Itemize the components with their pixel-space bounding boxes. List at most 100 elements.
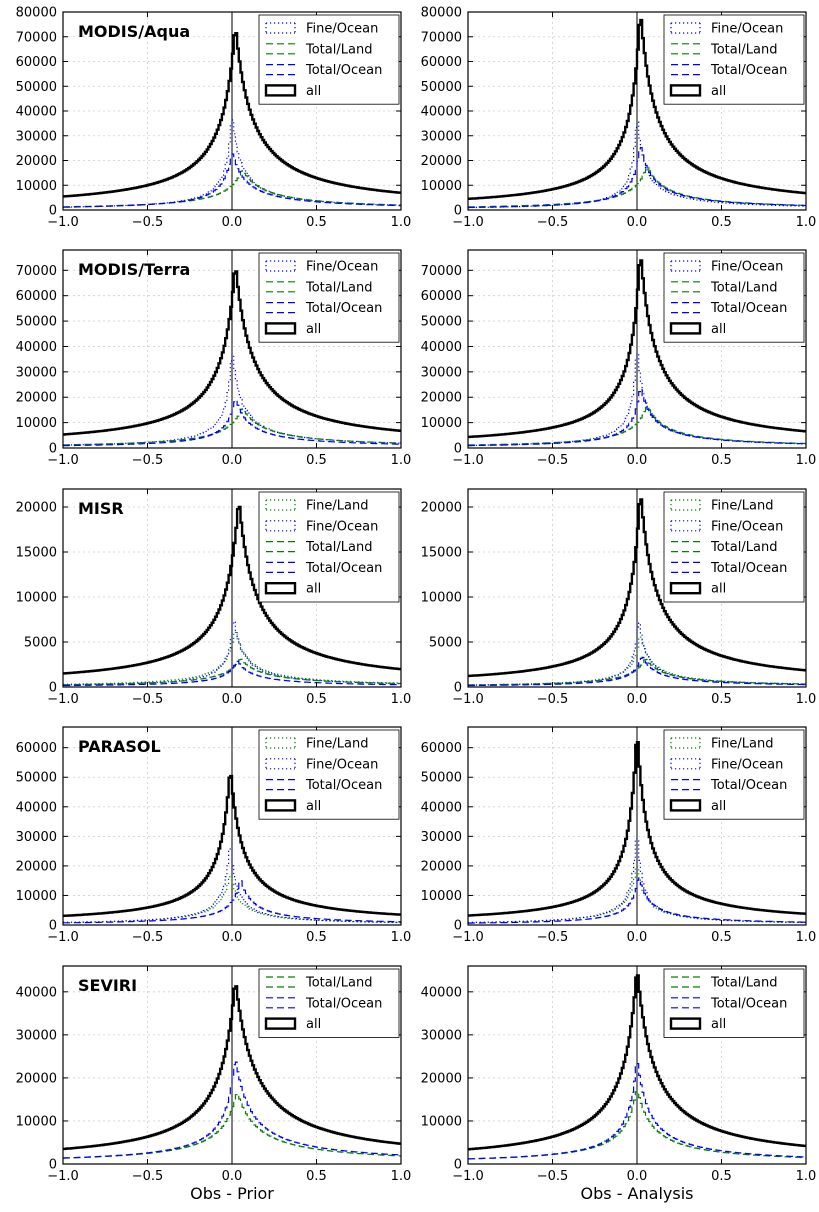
legend-label: Fine/Ocean [711, 519, 783, 534]
panel-title: MISR [78, 499, 124, 518]
series-line-all [63, 270, 401, 436]
legend-label: all [306, 322, 321, 337]
x-tick-label: 0.0 [222, 453, 243, 468]
x-tick-label: −0.5 [132, 930, 164, 945]
legend-label: Total/Land [305, 42, 372, 57]
x-axis-label-left: Obs - Prior [190, 1184, 274, 1203]
legend-swatch [671, 540, 700, 553]
panel-parasol-obs-analysis: −1.0 −0.5 0.0 0.5 1.0 0 10000 20000 30000 40000 50… [421, 726, 817, 945]
legend-swatch [266, 778, 295, 791]
y-tick-label: 30000 [16, 1028, 57, 1043]
legend-label: Fine/Land [306, 499, 368, 514]
legend-label: Total/Land [305, 540, 372, 555]
legend-swatch [266, 540, 295, 553]
y-tick-label: 60000 [16, 55, 57, 70]
x-tick-label: 0.5 [306, 930, 327, 945]
y-tick-label: 30000 [16, 365, 57, 380]
x-tick-label: 1.0 [796, 453, 817, 468]
y-tick-label: 30000 [421, 129, 462, 144]
legend: Fine/Ocean Total/Land Total/Ocean all [258, 252, 400, 343]
legend-label: Fine/Ocean [711, 22, 783, 37]
legend-label: all [306, 799, 321, 814]
legend-swatch [265, 520, 296, 532]
x-tick-label: −0.5 [132, 1169, 164, 1184]
y-tick-label: 70000 [16, 30, 57, 45]
legend-swatch [266, 63, 295, 76]
legend: Fine/Land Fine/Ocean Total/Land Total/Ocean… [258, 491, 400, 603]
panel-modis-aqua-obs-prior: −1.0 −0.5 0.0 0.5 1.0 0 10000 20000 30000 40000 50… [16, 6, 412, 231]
y-tick-label: 10000 [421, 889, 462, 904]
series-line-all [63, 505, 401, 675]
legend: Total/Land Total/Ocean all [258, 968, 400, 1038]
x-tick-label: −1.0 [452, 215, 484, 230]
legend-label: Total/Ocean [710, 63, 787, 78]
legend-label: all [711, 582, 726, 597]
legend-label: Total/Ocean [305, 561, 382, 576]
y-tick-label: 50000 [16, 80, 57, 95]
y-tick-label: 60000 [421, 289, 462, 304]
legend-swatch [264, 84, 297, 97]
x-tick-label: 0.0 [627, 692, 648, 707]
legend-label: Total/Ocean [305, 63, 382, 78]
legend-swatch [265, 737, 296, 749]
panel-seviri-obs-analysis: −1.0 −0.5 0.0 0.5 1.0 0 10000 20000 30000 40000 To… [421, 965, 817, 1184]
legend-label: Fine/Land [711, 737, 773, 752]
legend-swatch [670, 260, 701, 272]
legend-swatch [264, 1017, 297, 1030]
x-tick-label: −1.0 [47, 453, 79, 468]
x-tick-label: 1.0 [796, 930, 817, 945]
y-tick-label: 40000 [16, 800, 57, 815]
legend-label: Fine/Ocean [306, 757, 378, 772]
y-tick-label: 0 [49, 204, 57, 219]
panel-title: PARASOL [78, 737, 161, 756]
x-tick-label: 1.0 [796, 1169, 817, 1184]
legend-swatch [669, 582, 702, 595]
legend-label: Total/Ocean [305, 996, 382, 1011]
series-line-all [468, 974, 806, 1151]
x-tick-label: −0.5 [132, 215, 164, 230]
legend-swatch [264, 322, 297, 335]
x-tick-label: 1.0 [391, 930, 412, 945]
x-tick-label: −1.0 [452, 692, 484, 707]
legend-box [663, 968, 805, 1038]
legend-swatch [264, 582, 297, 595]
legend-swatch [265, 499, 296, 511]
x-tick-label: 1.0 [391, 1169, 412, 1184]
panel-modis-aqua-obs-analysis: −1.0 −0.5 0.0 0.5 1.0 0 10000 20000 30000 40000 50… [421, 6, 817, 231]
series-line-total-land [468, 658, 806, 686]
panel-misr-obs-prior: −1.0 −0.5 0.0 0.5 1.0 0 5000 10000 15000 20000 MIS… [16, 488, 411, 707]
y-tick-label: 20000 [16, 859, 57, 874]
y-tick-label: 20000 [421, 501, 462, 516]
y-tick-label: 20000 [16, 501, 57, 516]
panel-parasol-obs-prior: −1.0 −0.5 0.0 0.5 1.0 0 10000 20000 30000 40000 50… [16, 726, 412, 945]
y-tick-label: 40000 [16, 985, 57, 1000]
y-tick-label: 60000 [421, 55, 462, 70]
y-tick-label: 0 [49, 681, 57, 696]
legend-label: Total/Ocean [710, 778, 787, 793]
legend-box [258, 729, 400, 820]
x-tick-label: −1.0 [47, 692, 79, 707]
y-tick-label: 60000 [16, 741, 57, 756]
y-tick-label: 20000 [16, 1071, 57, 1086]
series-line-total-land [468, 1090, 806, 1160]
y-tick-label: 10000 [16, 1114, 57, 1129]
y-tick-label: 40000 [421, 800, 462, 815]
y-tick-label: 30000 [421, 1028, 462, 1043]
x-tick-label: 0.0 [627, 215, 648, 230]
legend-swatch [265, 22, 296, 34]
legend-box [258, 14, 400, 105]
y-tick-label: 10000 [16, 416, 57, 431]
legend-swatch [670, 520, 701, 532]
series-line-total-ocean [63, 399, 401, 447]
x-tick-label: 1.0 [391, 453, 412, 468]
legend-label: Fine/Ocean [711, 260, 783, 275]
series-line-total-ocean [63, 880, 401, 924]
panel-misr-obs-analysis: −1.0 −0.5 0.0 0.5 1.0 0 5000 10000 15000 20000 Fin… [421, 488, 816, 707]
legend-label: Total/Ocean [710, 301, 787, 316]
x-tick-label: −0.5 [537, 1169, 569, 1184]
legend-label: all [306, 582, 321, 597]
y-tick-label: 80000 [16, 6, 57, 21]
series-line-all [468, 259, 806, 439]
legend-swatch [266, 561, 295, 574]
legend-swatch [671, 302, 700, 314]
